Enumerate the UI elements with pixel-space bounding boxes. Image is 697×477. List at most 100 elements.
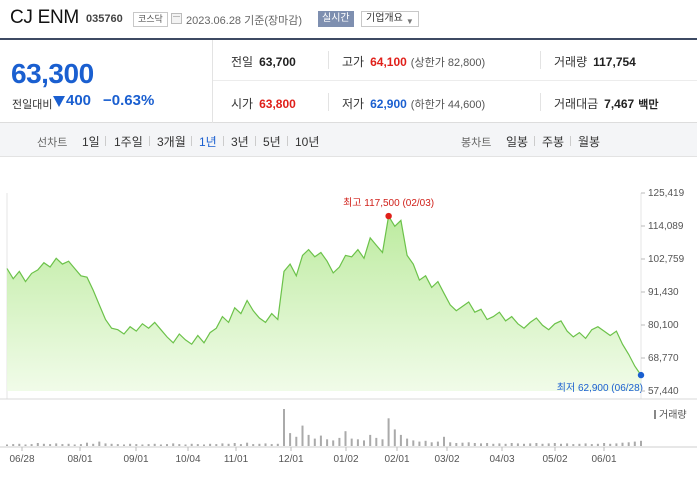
volume-bar xyxy=(615,443,618,446)
chart-tabs: 선차트 1일 1주일 3개월 1년 3년 5년 10년 봉차트 일봉 주봉 월봉 xyxy=(0,123,697,157)
company-info-dropdown[interactable]: 기업개요 ▼ xyxy=(361,11,419,27)
volume-bar xyxy=(504,443,507,446)
divider xyxy=(149,136,150,146)
volume-bar xyxy=(79,444,82,446)
x-tick-label: 05/02 xyxy=(542,454,567,465)
volume-bar xyxy=(319,435,322,446)
volume-bar xyxy=(301,425,304,446)
tab-1y[interactable]: 1년 xyxy=(199,135,217,149)
volume-bar xyxy=(387,418,390,447)
high-annotation: 최고 117,500 (02/03) xyxy=(343,197,434,209)
low-marker xyxy=(637,371,645,379)
tab-1d[interactable]: 1일 xyxy=(82,135,100,149)
tab-3m[interactable]: 3개월 xyxy=(157,135,186,149)
low-price: 저가 62,900 (하한가 44,600) xyxy=(342,95,485,112)
volume-bar xyxy=(399,434,402,446)
volume-bar xyxy=(467,442,470,446)
volume-bar xyxy=(49,444,52,446)
tab-1w[interactable]: 1주일 xyxy=(114,135,143,149)
volume-bar xyxy=(609,443,612,446)
volume-bar xyxy=(590,444,593,446)
volume-bar xyxy=(523,443,525,446)
divider xyxy=(540,51,541,69)
volume-bar xyxy=(227,443,230,446)
realtime-button[interactable]: 실시간 xyxy=(318,11,354,27)
volume-bar xyxy=(184,444,187,446)
prev-close-value: 63,700 xyxy=(259,55,296,69)
divider xyxy=(223,136,224,146)
x-tick-label: 11/01 xyxy=(224,454,249,465)
volume-bar xyxy=(153,443,156,446)
stock-name: CJ ENM xyxy=(10,7,79,28)
volume-bar xyxy=(443,436,445,447)
volume-bar xyxy=(627,442,630,446)
volume-bar xyxy=(67,443,70,446)
volume-bar xyxy=(252,444,255,446)
volume-legend-icon xyxy=(654,410,656,419)
volume-bar xyxy=(412,440,415,446)
low-annotation: 최저 62,900 (06/28) xyxy=(557,382,643,394)
volume-bar xyxy=(578,443,581,446)
volume-bar xyxy=(141,444,144,446)
volume-bar xyxy=(516,443,519,446)
upper-limit: (상한가 82,800) xyxy=(410,57,486,69)
volume-bar xyxy=(375,437,378,446)
open-value: 63,800 xyxy=(259,97,296,111)
volume-bar xyxy=(566,443,569,446)
volume-bar xyxy=(369,434,372,446)
tab-weekly[interactable]: 주봉 xyxy=(542,135,565,149)
volume-bar xyxy=(283,409,285,446)
volume-bar xyxy=(172,443,175,446)
price-area xyxy=(7,216,641,391)
volume-bar xyxy=(123,444,125,446)
x-tick-label: 10/04 xyxy=(175,454,200,465)
tab-5y[interactable]: 5년 xyxy=(263,135,281,149)
x-tick-label: 06/28 xyxy=(9,454,34,465)
change-rate: −0.63% xyxy=(103,92,155,109)
volume-label: 거래량 xyxy=(554,55,588,69)
volume-bar xyxy=(92,443,95,446)
x-tick-label: 02/01 xyxy=(384,454,409,465)
divider xyxy=(534,136,535,146)
change-label: 전일대비 xyxy=(12,99,53,111)
candle-chart-label: 봉차트 xyxy=(461,137,492,149)
volume-bar xyxy=(461,442,464,446)
down-triangle-icon xyxy=(53,96,65,107)
tab-3y[interactable]: 3년 xyxy=(231,135,249,149)
stock-header: CJ ENM 035760 코스닥 2023.06.28 기준(장마감) 실시간… xyxy=(0,0,697,38)
volume-value: 117,754 xyxy=(593,55,636,69)
volume-bar xyxy=(221,443,224,446)
volume-bar xyxy=(196,444,199,446)
amount-unit: 백만 xyxy=(638,99,659,111)
volume-bar xyxy=(110,443,113,446)
volume-bar xyxy=(406,438,409,446)
divider xyxy=(570,136,571,146)
volume-bar xyxy=(584,443,587,446)
volume-bar xyxy=(393,429,396,447)
volume-bar xyxy=(98,441,101,446)
volume-bar xyxy=(486,443,489,446)
tab-daily[interactable]: 일봉 xyxy=(506,135,529,149)
line-chart-label: 선차트 xyxy=(37,137,68,149)
calendar-icon xyxy=(171,13,182,24)
volume-bar xyxy=(430,442,433,446)
volume-bar xyxy=(529,443,532,446)
y-tick-label: 91,430 xyxy=(648,287,679,298)
tab-10y[interactable]: 10년 xyxy=(295,135,320,149)
amount-value: 7,467 xyxy=(604,97,635,111)
volume-bar xyxy=(633,441,636,446)
volume-bar xyxy=(640,440,642,446)
high-marker xyxy=(385,212,392,220)
divider xyxy=(255,136,256,146)
volume-bar xyxy=(129,443,132,446)
volume-bar xyxy=(258,443,261,446)
tab-monthly[interactable]: 월봉 xyxy=(578,135,601,149)
volume-bar xyxy=(61,444,64,446)
lower-limit: (하한가 44,600) xyxy=(410,99,486,111)
volume-bar xyxy=(6,444,8,446)
price-chart: 최고 117,500 (02/03) 최저 62,900 (06/28) 125,… xyxy=(0,157,697,477)
volume-bar xyxy=(18,443,21,446)
volume-bar xyxy=(12,444,15,446)
volume-bar xyxy=(332,440,335,446)
open-price: 시가 63,800 xyxy=(231,95,296,112)
